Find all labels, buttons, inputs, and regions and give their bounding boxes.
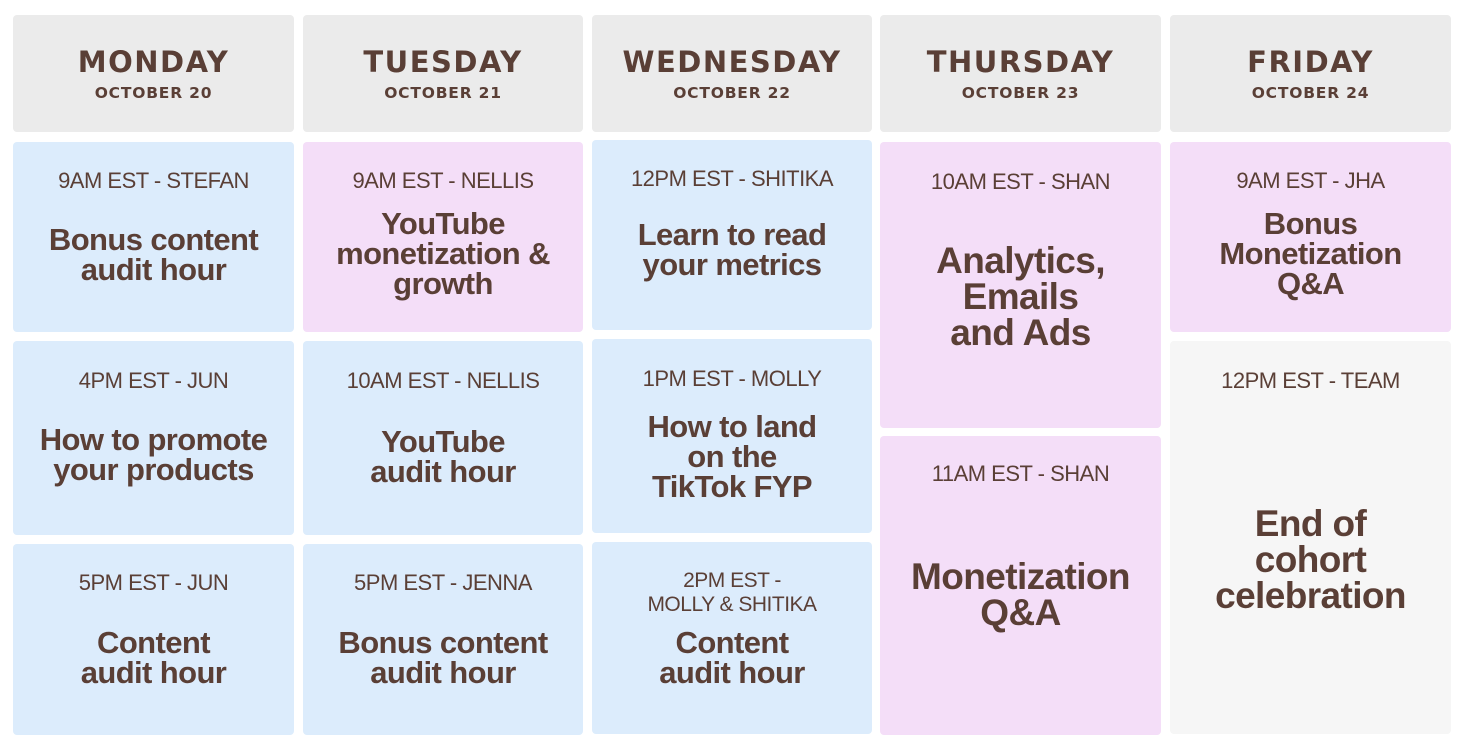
- event-time: 9AM EST - STEFAN: [58, 168, 249, 193]
- event-title: Bonus content audit hour: [48, 222, 259, 287]
- event-time: 12PM EST - TEAM: [1221, 368, 1400, 393]
- event-time: 2PM EST - MOLLY & SHITIKA: [647, 569, 817, 616]
- event-card-friday-1[interactable]: 9AM EST - JHA Bonus Monetization Q&A: [1170, 142, 1451, 332]
- day-name: FRIDAY: [1247, 45, 1374, 79]
- event-time: 10AM EST - SHAN: [930, 169, 1111, 194]
- day-date: OCTOBER 23: [961, 84, 1080, 102]
- day-date: OCTOBER 20: [94, 84, 213, 102]
- event-title: End of cohort celebration: [1215, 503, 1406, 616]
- event-time: 12PM EST - SHITIKA: [630, 166, 834, 191]
- event-title: Content audit hour: [659, 625, 805, 690]
- day-name: WEDNESDAY: [622, 45, 842, 79]
- day-name: TUESDAY: [363, 45, 523, 79]
- event-title: How to promote your products: [39, 422, 268, 487]
- day-date: OCTOBER 22: [673, 84, 791, 102]
- event-title: YouTube audit hour: [370, 424, 516, 489]
- day-name: MONDAY: [77, 45, 230, 79]
- event-time: 4PM EST - JUN: [78, 368, 229, 393]
- event-title: Monetization Q&A: [911, 556, 1130, 633]
- event-card-wednesday-1[interactable]: 12PM EST - SHITIKA Learn to read your me…: [592, 140, 872, 330]
- day-header-thursday: THURSDAY OCTOBER 23: [880, 15, 1161, 132]
- event-time: 9AM EST - JHA: [1236, 168, 1385, 193]
- event-title: Analytics, Emails and Ads: [936, 240, 1105, 353]
- event-time: 1PM EST - MOLLY: [642, 366, 822, 391]
- day-header-wednesday: WEDNESDAY OCTOBER 22: [592, 15, 872, 132]
- event-time: 11AM EST - SHAN: [931, 461, 1110, 486]
- event-card-monday-2[interactable]: 4PM EST - JUN How to promote your produc…: [13, 341, 294, 535]
- event-time: 5PM EST - JENNA: [354, 570, 532, 595]
- event-card-thursday-2[interactable]: 11AM EST - SHAN Monetization Q&A: [880, 436, 1161, 735]
- event-card-tuesday-3[interactable]: 5PM EST - JENNA Bonus content audit hour: [303, 544, 583, 735]
- day-date: OCTOBER 21: [384, 84, 502, 102]
- event-title: YouTube monetization & growth: [336, 206, 550, 301]
- day-name: THURSDAY: [926, 45, 1115, 79]
- event-card-thursday-1[interactable]: 10AM EST - SHAN Analytics, Emails and Ad…: [880, 142, 1161, 428]
- event-title: Learn to read your metrics: [637, 217, 827, 282]
- event-card-friday-2[interactable]: 12PM EST - TEAM End of cohort celebratio…: [1170, 341, 1451, 734]
- event-title: Bonus content audit hour: [338, 625, 548, 690]
- day-header-tuesday: TUESDAY OCTOBER 21: [303, 15, 583, 132]
- event-title: How to land on the TikTok FYP: [647, 409, 817, 504]
- event-card-monday-1[interactable]: 9AM EST - STEFAN Bonus content audit hou…: [13, 142, 294, 332]
- event-card-monday-3[interactable]: 5PM EST - JUN Content audit hour: [13, 544, 294, 735]
- event-card-wednesday-3[interactable]: 2PM EST - MOLLY & SHITIKA Content audit …: [592, 542, 872, 734]
- event-card-tuesday-1[interactable]: 9AM EST - NELLIS YouTube monetization & …: [303, 142, 583, 332]
- event-card-tuesday-2[interactable]: 10AM EST - NELLIS YouTube audit hour: [303, 341, 583, 535]
- event-title: Content audit hour: [80, 625, 227, 690]
- event-card-wednesday-2[interactable]: 1PM EST - MOLLY How to land on the TikTo…: [592, 339, 872, 533]
- event-time: 10AM EST - NELLIS: [346, 368, 540, 393]
- day-date: OCTOBER 24: [1251, 84, 1370, 102]
- day-header-monday: MONDAY OCTOBER 20: [13, 15, 294, 132]
- event-time: 5PM EST - JUN: [78, 570, 229, 595]
- day-header-friday: FRIDAY OCTOBER 24: [1170, 15, 1451, 132]
- event-time: 9AM EST - NELLIS: [352, 168, 534, 193]
- event-title: Bonus Monetization Q&A: [1219, 206, 1402, 301]
